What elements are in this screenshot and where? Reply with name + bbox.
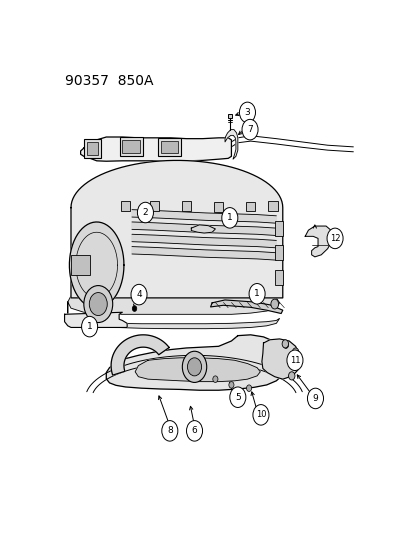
Circle shape (249, 284, 264, 304)
FancyBboxPatch shape (158, 138, 180, 156)
FancyBboxPatch shape (161, 141, 178, 154)
Circle shape (288, 372, 294, 380)
Bar (274, 221, 282, 236)
Circle shape (132, 306, 136, 311)
Bar (228, 114, 232, 118)
Text: 90357  850A: 90357 850A (64, 74, 153, 88)
Circle shape (292, 361, 299, 370)
Circle shape (307, 388, 323, 409)
Polygon shape (64, 312, 127, 327)
Circle shape (326, 228, 342, 248)
Text: 7: 7 (247, 125, 252, 134)
Polygon shape (191, 225, 215, 233)
Polygon shape (210, 300, 282, 313)
FancyBboxPatch shape (119, 138, 142, 156)
Polygon shape (132, 247, 276, 260)
Circle shape (270, 299, 278, 309)
Text: 11: 11 (289, 356, 299, 365)
Circle shape (182, 351, 206, 383)
Circle shape (186, 421, 202, 441)
Text: 12: 12 (329, 234, 339, 243)
FancyBboxPatch shape (84, 139, 101, 158)
Text: 2: 2 (142, 208, 148, 217)
Bar (149, 200, 159, 210)
Bar (213, 200, 223, 211)
Bar (121, 200, 130, 210)
Polygon shape (304, 226, 330, 257)
Polygon shape (69, 222, 123, 308)
Circle shape (228, 382, 233, 388)
Text: 9: 9 (312, 394, 318, 403)
Bar (274, 245, 282, 260)
Polygon shape (135, 358, 260, 382)
Text: 4: 4 (136, 290, 142, 299)
Text: 1: 1 (254, 289, 259, 298)
Polygon shape (225, 130, 237, 159)
Circle shape (286, 350, 302, 370)
Polygon shape (106, 335, 285, 390)
Circle shape (131, 284, 147, 305)
Circle shape (281, 340, 288, 348)
Text: 1: 1 (87, 322, 92, 331)
Circle shape (239, 102, 255, 123)
Circle shape (137, 202, 153, 223)
Circle shape (187, 358, 201, 376)
Circle shape (83, 286, 112, 322)
Text: 6: 6 (191, 426, 197, 435)
Circle shape (242, 119, 257, 140)
Text: 1: 1 (226, 213, 232, 222)
Polygon shape (261, 339, 300, 379)
FancyBboxPatch shape (87, 142, 98, 155)
Circle shape (229, 387, 245, 407)
Text: 3: 3 (244, 108, 250, 117)
Circle shape (292, 348, 298, 356)
Text: 8: 8 (166, 426, 172, 435)
Polygon shape (132, 209, 276, 223)
Circle shape (246, 385, 251, 391)
Circle shape (89, 293, 107, 316)
Bar (181, 200, 191, 210)
FancyBboxPatch shape (122, 140, 140, 154)
Circle shape (212, 376, 217, 383)
Polygon shape (68, 288, 279, 329)
Text: 5: 5 (235, 393, 240, 402)
Polygon shape (111, 335, 169, 375)
Circle shape (283, 342, 288, 349)
Text: 10: 10 (255, 410, 266, 419)
Polygon shape (71, 160, 282, 298)
Circle shape (252, 405, 268, 425)
Bar (245, 200, 255, 209)
Polygon shape (132, 235, 276, 248)
Circle shape (221, 207, 237, 228)
Circle shape (161, 421, 178, 441)
Bar (268, 200, 277, 210)
Polygon shape (81, 137, 231, 161)
Bar (274, 270, 282, 285)
Bar (71, 255, 90, 276)
Circle shape (81, 317, 97, 337)
Polygon shape (132, 222, 276, 236)
